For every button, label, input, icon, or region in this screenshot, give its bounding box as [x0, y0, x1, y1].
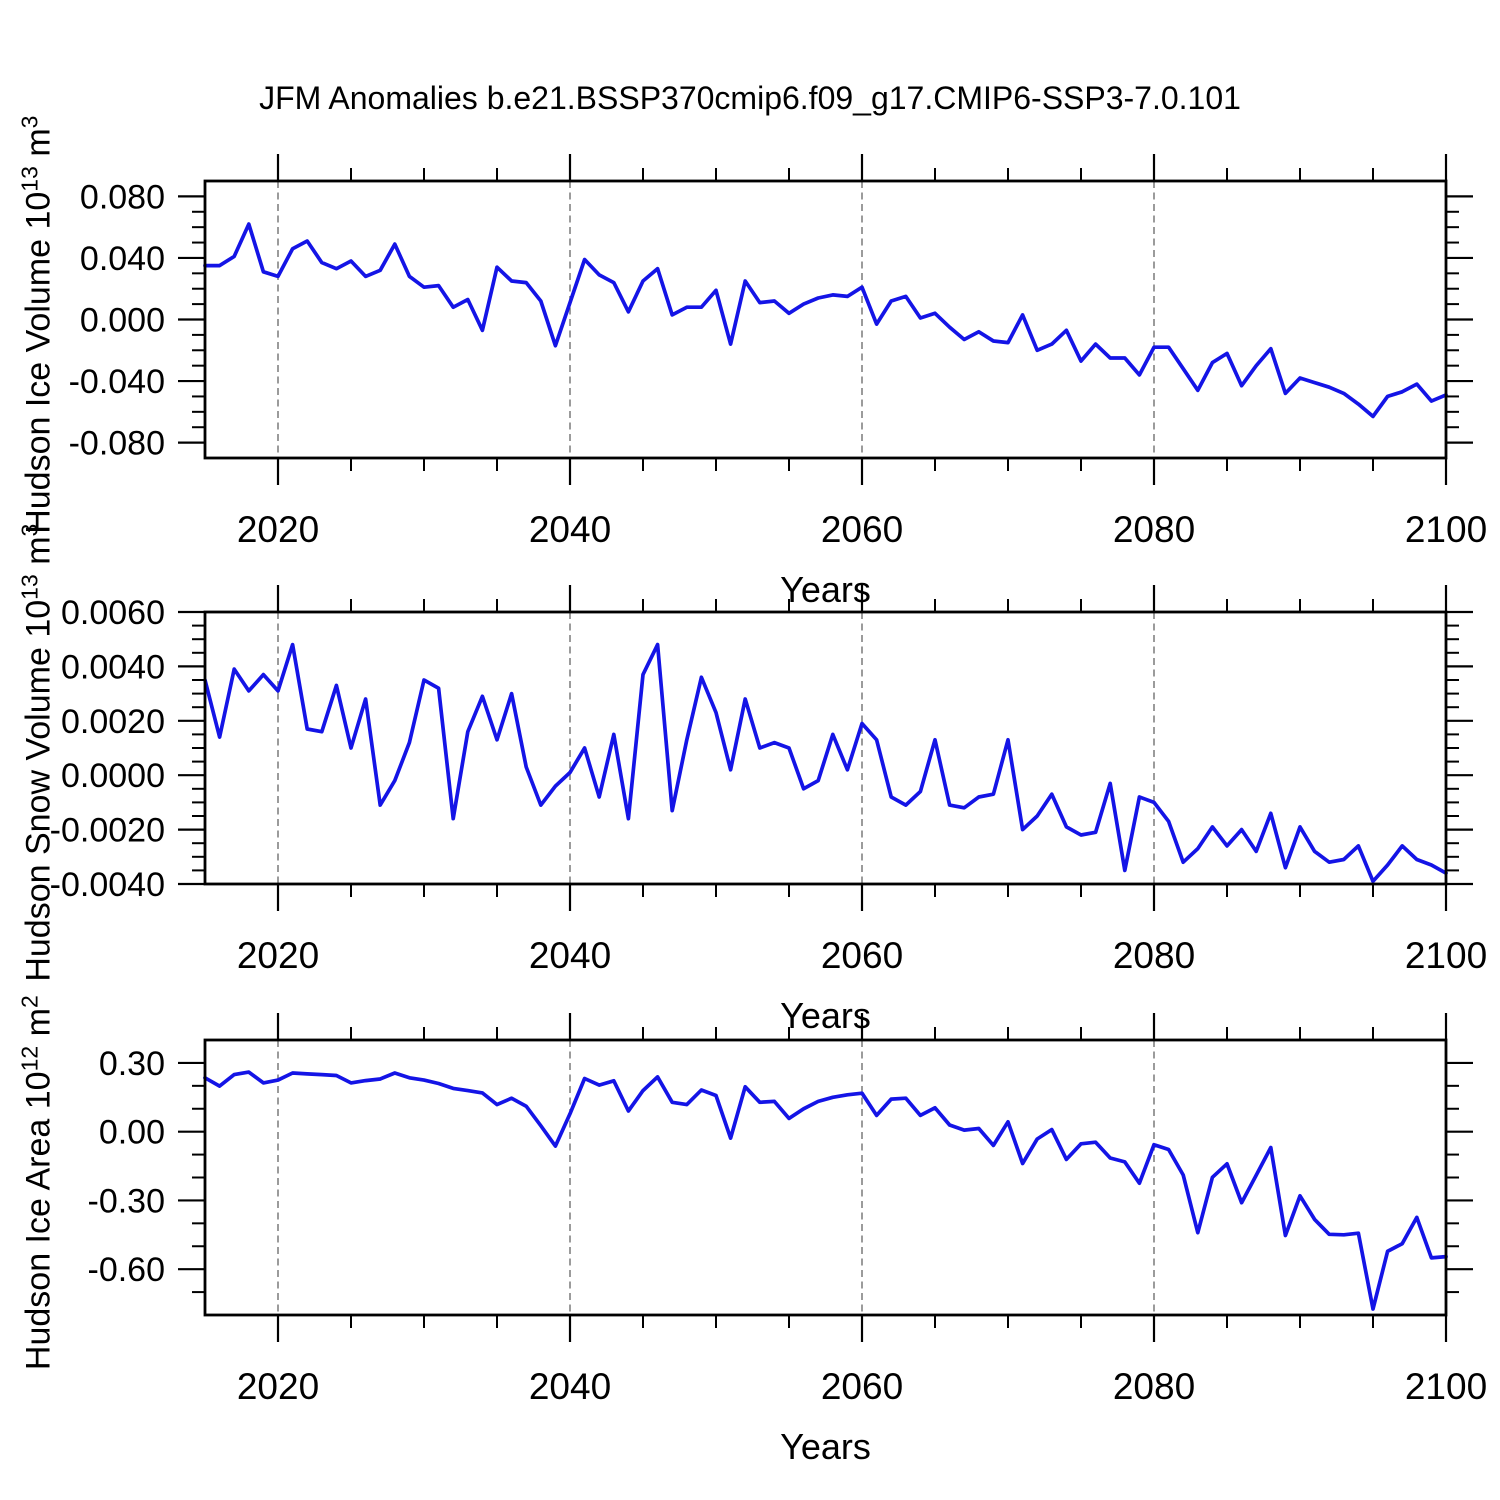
y-tick-label: -0.60: [88, 1251, 166, 1289]
x-tick-label: 2040: [529, 509, 611, 550]
y-axis-title-unit-exponent: 3: [16, 523, 43, 537]
x-tick-label: 2080: [1113, 509, 1195, 550]
y-tick-label: -0.30: [88, 1182, 166, 1220]
y-axis-title-exponent: 13: [16, 574, 43, 600]
y-axis-title-exponent: 13: [16, 166, 43, 192]
y-axis-title-text: Hudson Ice Area 10: [19, 1071, 58, 1371]
x-axis-title-years-2: Years: [780, 995, 871, 1036]
x-axis-title-years-3: Years: [780, 1426, 871, 1467]
y-tick-label: -0.040: [69, 363, 165, 401]
x-tick-label: 2100: [1405, 509, 1487, 550]
x-tick-label: 2020: [237, 509, 319, 550]
x-tick-label: 2100: [1405, 1366, 1487, 1407]
x-tick-label: 2100: [1405, 935, 1487, 976]
y-tick-label: 0.040: [80, 240, 165, 278]
x-tick-label: 2040: [529, 935, 611, 976]
y-tick-label: -0.0040: [50, 866, 165, 904]
panel-hudson-ice-volume: 2020 2040 2060 2080 2100 -0.080 -0.040 0.000 0.0…: [69, 154, 1487, 550]
data-line-hudson-snow-volume: [203, 642, 1448, 884]
x-tick-label: 2060: [821, 935, 903, 976]
x-tick-label: 2020: [237, 1366, 319, 1407]
y-axis-title-exponent: 12: [16, 1045, 43, 1072]
y-tick-label: 0.0020: [61, 703, 165, 741]
data-line-hudson-ice-area: [203, 1070, 1448, 1311]
y-tick-label: 0.00: [99, 1114, 165, 1152]
y-axis-title-unit: m: [19, 128, 58, 167]
x-tick-label: 2040: [529, 1366, 611, 1407]
x-tick-label: 2080: [1113, 935, 1195, 976]
x-tick-label: 2080: [1113, 1366, 1195, 1407]
y-axis-title-unit: m: [19, 1008, 58, 1046]
y-tick-label: 0.30: [99, 1045, 165, 1083]
y-tick-label: 0.0040: [61, 648, 165, 686]
x-tick-label: 2020: [237, 935, 319, 976]
y-tick-label: -0.0020: [50, 812, 165, 850]
y-tick-label: 0.000: [80, 302, 165, 340]
y-axis-title-unit-exponent: 3: [16, 115, 43, 129]
panel-hudson-ice-area: 2020 2040 2060 2080 2100 -0.60 -0.30 0.00 0.30: [88, 1013, 1487, 1407]
x-tick-label: 2060: [821, 509, 903, 550]
plot-box: [203, 610, 1448, 886]
y-tick-label: -0.080: [69, 425, 165, 463]
plot-box: [203, 1038, 1448, 1317]
plot-box: [203, 179, 1448, 460]
y-axis-title-unit: m: [19, 536, 58, 575]
data-line-hudson-ice-volume: [203, 222, 1448, 419]
y-axis-title-ice-area: Hudson Ice Area 1012 m2: [9, 873, 58, 1493]
y-tick-label: 0.0000: [61, 757, 165, 795]
x-tick-label: 2060: [821, 1366, 903, 1407]
y-tick-label: 0.0060: [61, 594, 165, 632]
figure-title: JFM Anomalies b.e21.BSSP370cmip6.f09_g17…: [259, 80, 1241, 116]
panel-hudson-snow-volume: 2020 2040 2060 2080 2100 -0.0040 -0.0020 0.0000…: [50, 585, 1487, 976]
x-axis-title-years-1: Years: [780, 569, 871, 610]
y-tick-label: 0.080: [80, 178, 165, 216]
y-axis-title-unit-exponent: 2: [16, 995, 43, 1009]
